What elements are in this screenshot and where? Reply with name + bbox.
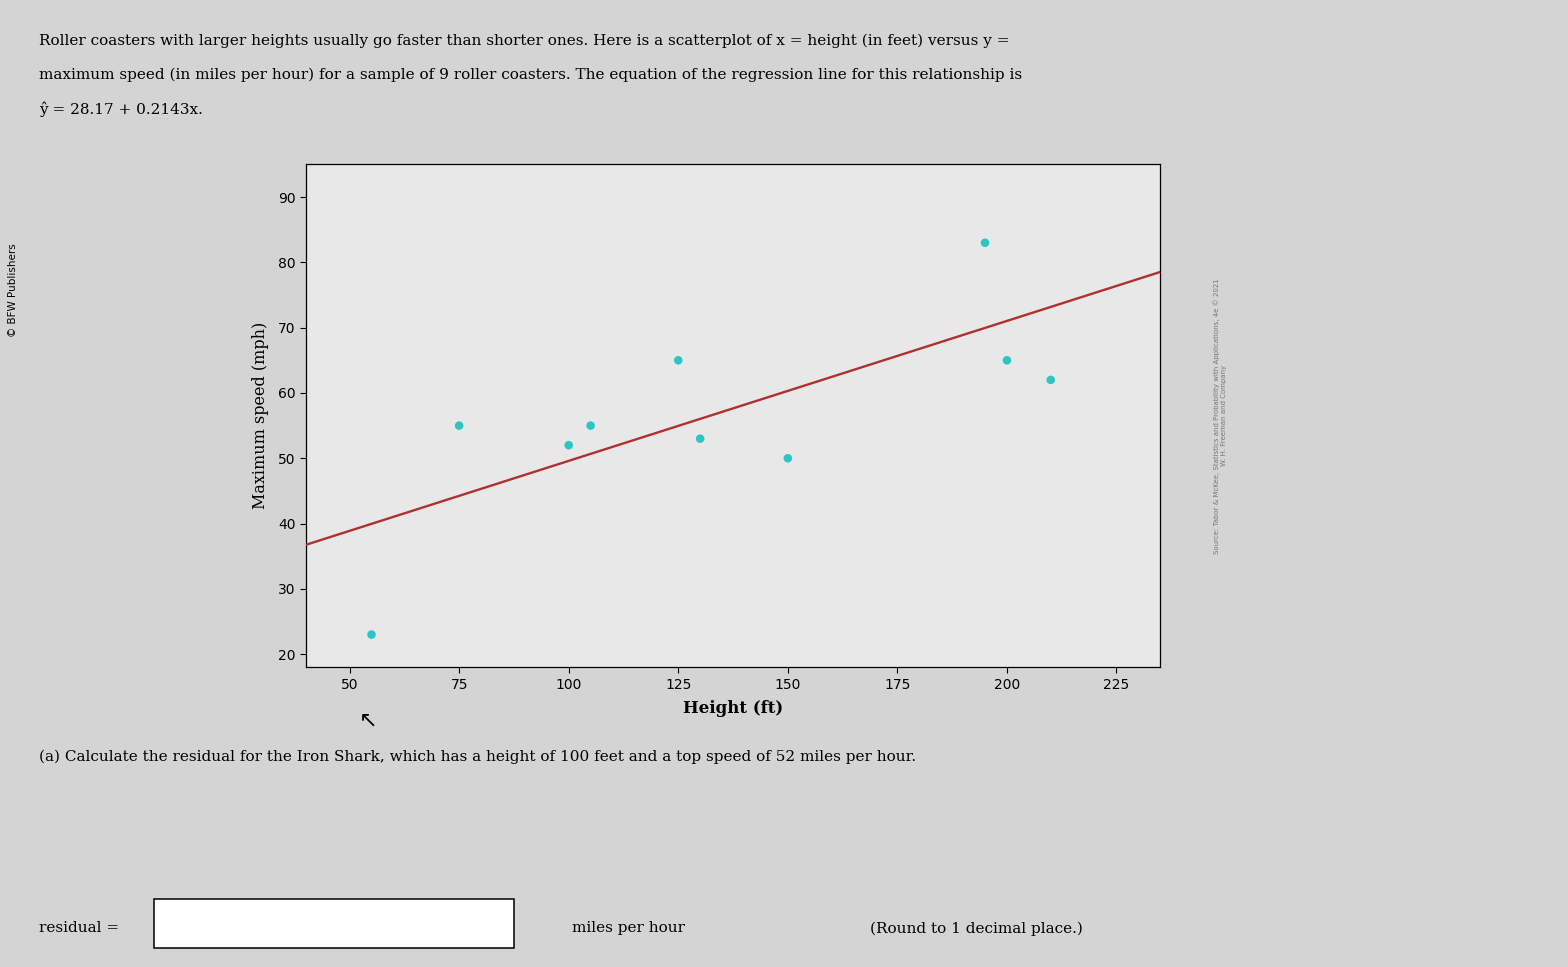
Text: ŷ = 28.17 + 0.2143x.: ŷ = 28.17 + 0.2143x.	[39, 102, 204, 117]
Point	[775, 451, 800, 466]
Point	[579, 418, 604, 433]
Text: residual =: residual =	[39, 922, 119, 935]
Text: (a) Calculate the residual for the Iron Shark, which has a height of 100 feet an: (a) Calculate the residual for the Iron …	[39, 749, 916, 764]
Point	[1038, 372, 1063, 388]
Point	[447, 418, 472, 433]
Point	[557, 437, 582, 453]
Text: Source: Tabor & McKee, Statistics and Probability with Applications, 4e © 2021
W: Source: Tabor & McKee, Statistics and Pr…	[1214, 278, 1226, 554]
Point	[688, 431, 713, 447]
X-axis label: Height (ft): Height (ft)	[684, 700, 782, 717]
Text: miles per hour: miles per hour	[572, 922, 685, 935]
Text: Roller coasters with larger heights usually go faster than shorter ones. Here is: Roller coasters with larger heights usua…	[39, 34, 1010, 48]
Point	[666, 353, 691, 368]
Text: © BFW Publishers: © BFW Publishers	[8, 244, 17, 337]
Text: (Round to 1 decimal place.): (Round to 1 decimal place.)	[870, 922, 1083, 935]
Point	[359, 627, 384, 642]
Text: maximum speed (in miles per hour) for a sample of 9 roller coasters. The equatio: maximum speed (in miles per hour) for a …	[39, 68, 1022, 82]
Text: ↖: ↖	[359, 711, 378, 731]
Point	[994, 353, 1019, 368]
Point	[972, 235, 997, 250]
Y-axis label: Maximum speed (mph): Maximum speed (mph)	[252, 322, 270, 510]
